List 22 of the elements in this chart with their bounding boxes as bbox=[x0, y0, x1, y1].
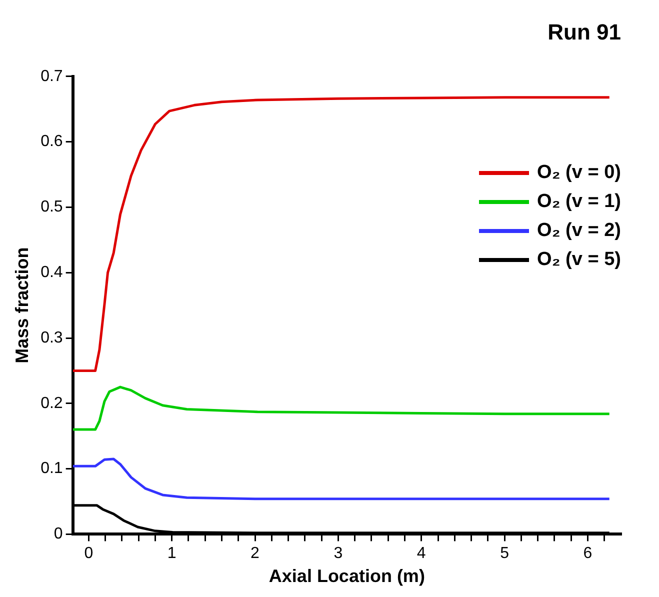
x-tick-label: 6 bbox=[583, 545, 592, 562]
legend-label: O₂ (v = 2) bbox=[537, 220, 621, 242]
legend-label: O₂ (v = 0) bbox=[537, 162, 621, 184]
y-tick-label: 0 bbox=[54, 526, 63, 543]
y-tick-label: 0.3 bbox=[40, 329, 63, 346]
x-tick-label: 1 bbox=[167, 545, 176, 562]
y-tick-label: 0.5 bbox=[40, 198, 63, 216]
y-tick-label: 0.4 bbox=[40, 264, 63, 282]
x-tick-label: 4 bbox=[416, 545, 426, 562]
y-tick-label: 0.6 bbox=[40, 133, 63, 150]
y-tick-label: 0.2 bbox=[40, 394, 63, 412]
y-axis-title: Mass fraction bbox=[12, 247, 32, 364]
legend-label: O₂ (v = 1) bbox=[537, 190, 621, 212]
x-axis-title: Axial Location (m) bbox=[268, 566, 425, 586]
y-tick-label: 0.1 bbox=[40, 460, 63, 478]
chart-title: Run 91 bbox=[548, 19, 621, 44]
x-tick-label: 5 bbox=[500, 545, 510, 562]
legend-label: O₂ (v = 5) bbox=[537, 248, 621, 270]
y-tick-label: 0.7 bbox=[40, 68, 63, 85]
x-tick-label: 2 bbox=[250, 545, 260, 562]
x-tick-label: 3 bbox=[334, 545, 343, 562]
x-tick-label: 0 bbox=[84, 545, 94, 562]
